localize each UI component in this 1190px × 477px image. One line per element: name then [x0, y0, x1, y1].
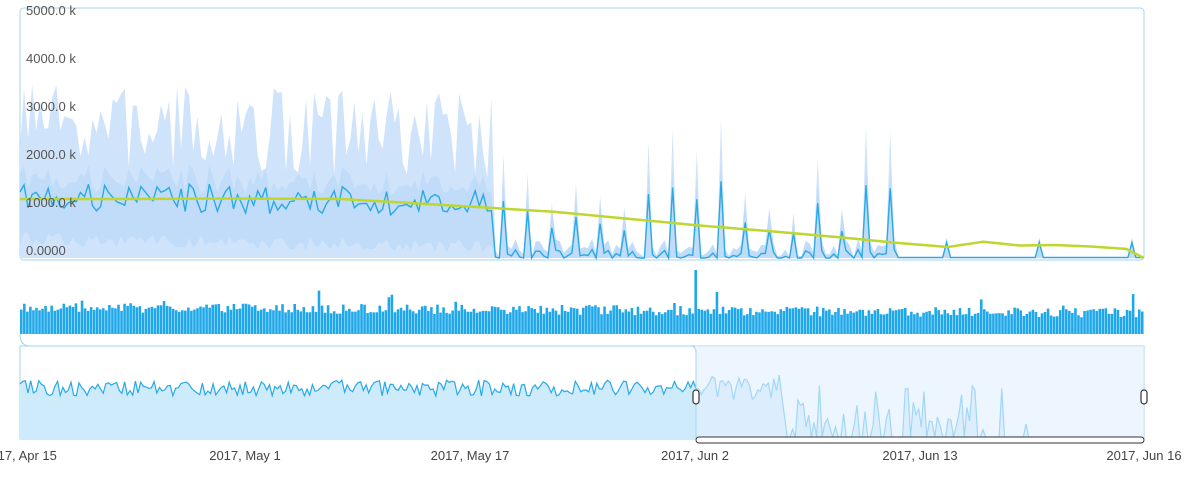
y-tick-label: 5000.0 k: [26, 3, 76, 18]
x-tick-label: 2017, Apr 15: [0, 448, 57, 463]
x-tick-label: 2017, Jun 16: [1106, 448, 1181, 463]
y-tick-label: 4000.0 k: [26, 51, 76, 66]
y-tick-label: 2000.0 k: [26, 147, 76, 162]
main-series-line: [19, 181, 1144, 261]
volume-bars: [20, 270, 1144, 334]
x-axis-ticks: 2017, Apr 15 2017, May 1 2017, May 17 2017,…: [0, 448, 1182, 463]
x-tick-label: 2017, May 17: [431, 448, 510, 463]
navigator-left-handle[interactable]: [692, 389, 700, 405]
navigator-selected-range[interactable]: [696, 346, 1144, 439]
y-axis-ticks: 0.0000 1000.0 k 2000.0 k 3000.0 k 4000.0 k 50…: [26, 3, 76, 258]
line-layer: [19, 181, 1144, 261]
navigator-overlay: [19, 333, 1148, 444]
navigator[interactable]: [19, 333, 1148, 444]
y-tick-label: 3000.0 k: [26, 99, 76, 114]
x-tick-label: 2017, Jun 2: [661, 448, 729, 463]
navigator-scrollbar[interactable]: [695, 436, 1145, 444]
navigator-unselected-edge: [19, 333, 697, 439]
navigator-area: [20, 375, 1144, 439]
x-tick-label: 2017, Jun 13: [882, 448, 957, 463]
navigator-right-handle[interactable]: [1140, 389, 1148, 405]
x-tick-label: 2017, May 1: [209, 448, 281, 463]
trend-line: [20, 197, 1145, 260]
volume-panel: [20, 270, 1144, 334]
y-tick-label: 0.0000: [26, 243, 66, 258]
trend-layer: [20, 197, 1145, 260]
main-panel: 0.0000 1000.0 k 2000.0 k 3000.0 k 4000.0 k 50…: [19, 3, 1145, 261]
y-tick-label: 1000.0 k: [26, 195, 76, 210]
